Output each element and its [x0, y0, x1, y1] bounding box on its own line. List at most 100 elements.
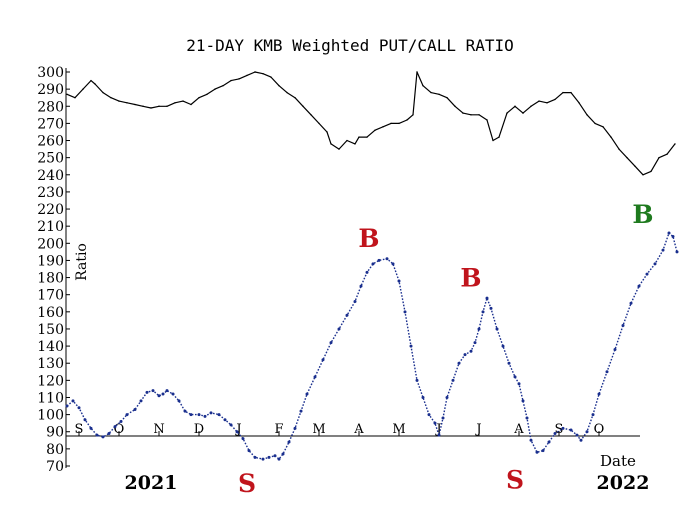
ratio-point [77, 406, 81, 410]
price-point [174, 102, 176, 104]
ratio-point [253, 455, 257, 459]
ratio-point [107, 431, 111, 435]
ratio-point [365, 270, 369, 274]
ratio-point [223, 418, 227, 422]
ratio-point [477, 327, 481, 331]
ratio-point [151, 389, 155, 393]
y-tick-label: 230 [37, 185, 64, 201]
price-point [492, 139, 494, 142]
ratio-point [321, 358, 325, 362]
y-tick-label: 270 [37, 116, 64, 132]
price-point [626, 156, 628, 159]
price-point [610, 136, 612, 138]
price-point [618, 148, 620, 150]
ratio-point [613, 348, 617, 352]
ratio-point [553, 431, 557, 435]
price-point [286, 91, 288, 94]
x-tick-label: F [274, 422, 283, 437]
ratio-point [501, 344, 505, 348]
price-point [326, 131, 328, 133]
price-point [674, 143, 676, 145]
ratio-point [125, 413, 129, 417]
price-point [90, 79, 92, 82]
ratio-point [229, 423, 233, 427]
y-tick-label: 180 [37, 271, 64, 287]
price-point [530, 105, 532, 107]
ratio-point [261, 457, 265, 461]
x-tick-label: O [594, 422, 605, 437]
chart-title: 21-DAY KMB Weighted PUT/CALL RATIO [186, 36, 514, 55]
y-tick-label: 200 [37, 236, 64, 252]
y-tick-label: 280 [37, 99, 64, 115]
ratio-point [481, 310, 485, 314]
ratio-point [403, 310, 407, 314]
y-tick-label: 260 [37, 134, 64, 150]
price-point [278, 85, 280, 87]
ratio-point [605, 370, 609, 374]
ratio-point [473, 341, 477, 345]
signal-annotations: B B B S S [238, 200, 654, 498]
ratio-point [585, 430, 589, 434]
ratio-point [457, 361, 461, 365]
price-point [246, 74, 248, 77]
price-point [262, 73, 264, 75]
price-point [330, 143, 332, 145]
price-point [366, 136, 368, 138]
price-point [498, 136, 500, 138]
price-point [602, 126, 604, 128]
y-tick-label: 120 [37, 373, 64, 389]
price-point [118, 100, 120, 102]
ratio-point [371, 262, 375, 266]
ratio-point [299, 409, 303, 413]
ratio-point [293, 426, 297, 430]
ratio-point [495, 327, 499, 331]
y-tick-label: 150 [37, 322, 64, 338]
ratio-point [217, 413, 221, 417]
ratio-point [209, 411, 213, 415]
ratio-line [66, 231, 678, 461]
ratio-point [637, 284, 641, 288]
y-tick-label: 130 [37, 356, 64, 372]
ratio-point [113, 425, 117, 429]
price-point [562, 91, 564, 94]
year-labels: 2021 2022 [125, 472, 650, 494]
ratio-point [345, 313, 349, 317]
ratio-point [197, 413, 201, 417]
price-point [398, 122, 400, 125]
y-tick-label: 250 [37, 151, 64, 167]
x-tick-label: D [194, 422, 204, 437]
series-layer [65, 71, 679, 461]
price-point [438, 93, 440, 95]
price-point [126, 102, 128, 104]
buy-signal-label: B [358, 224, 379, 253]
ratio-point [161, 392, 165, 396]
price-point [422, 85, 424, 87]
price-point [634, 165, 636, 167]
ratio-point [597, 392, 601, 396]
ratio-point [541, 449, 545, 453]
x-tick-label: A [353, 422, 364, 437]
ratio-point [183, 409, 187, 413]
ratio-point [569, 428, 573, 432]
price-point [538, 100, 540, 102]
ratio-point [529, 438, 533, 442]
ratio-point [415, 378, 419, 382]
ratio-point [101, 435, 105, 439]
ratio-point [329, 341, 333, 345]
price-point [142, 105, 144, 107]
price-point [110, 96, 112, 99]
x-tick-label: J [434, 422, 441, 437]
price-point [578, 102, 580, 104]
price-point [198, 96, 200, 99]
ratio-point [675, 250, 679, 254]
x-tick-label: J [474, 422, 481, 437]
ratio-point [189, 413, 193, 417]
ratio-point [165, 389, 169, 393]
price-point [358, 136, 360, 138]
ratio-point [671, 234, 675, 238]
ratio-point [645, 272, 649, 276]
ratio-point [445, 395, 449, 399]
ratio-point [521, 399, 525, 403]
ratio-point [177, 399, 181, 403]
ratio-point [305, 392, 309, 396]
